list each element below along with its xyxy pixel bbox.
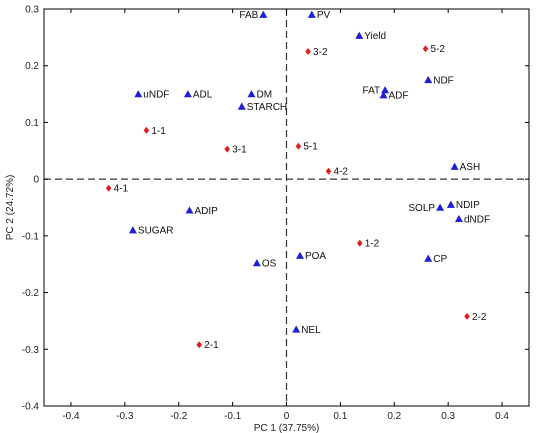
y-tick-label: 0.2	[25, 61, 39, 72]
triangle-marker	[307, 10, 316, 18]
point-label: uNDF	[143, 90, 169, 101]
reference-lines	[44, 9, 529, 406]
point-label: ADIP	[195, 206, 219, 217]
triangle-marker	[252, 259, 261, 267]
point-label: OS	[262, 259, 277, 270]
x-tick-label: -0.2	[170, 411, 188, 422]
point-label: Yield	[364, 31, 386, 42]
point-label: DM	[256, 90, 272, 101]
triangle-marker	[259, 10, 268, 18]
point-label: 1-1	[151, 126, 166, 137]
y-axis-title: PC 2 (24.72%)	[5, 175, 16, 241]
triangle-marker	[379, 91, 388, 99]
y-axis-ticks: 0.3 0.2 0.1 0 -0.1 -0.2 -0.3 -0.4	[22, 5, 529, 413]
point-label: 4-2	[334, 167, 349, 178]
triangle-marker	[446, 200, 455, 208]
diamond-marker	[305, 48, 311, 56]
triangle-marker	[436, 203, 445, 211]
point-label: NDF	[433, 75, 454, 86]
x-tick-label: 0	[284, 411, 290, 422]
x-tick-label: -0.3	[116, 411, 134, 422]
triangle-marker	[424, 75, 433, 84]
x-tick-label: 0.4	[495, 411, 509, 422]
point-label: CP	[433, 254, 447, 265]
triangle-marker	[381, 86, 390, 94]
point-label: 3-2	[313, 47, 328, 58]
x-tick-label: -0.4	[62, 411, 80, 422]
point-label: FAT	[363, 86, 381, 97]
y-tick-label: -0.4	[22, 402, 40, 413]
data-points	[105, 10, 470, 349]
point-label: SUGAR	[138, 226, 174, 237]
point-label: 2-1	[204, 340, 219, 351]
y-tick-label: 0.1	[25, 118, 39, 129]
triangle-marker	[183, 90, 192, 98]
point-label: SOLP	[408, 203, 435, 214]
x-tick-label: 0.1	[333, 411, 347, 422]
triangle-marker	[237, 102, 246, 110]
x-axis-ticks: -0.4 -0.3 -0.2 -0.1 0 0.1 0.2 0.3 0.4	[62, 9, 509, 422]
triangle-marker	[292, 325, 301, 333]
diamond-marker	[143, 126, 150, 134]
point-label: NDIP	[456, 200, 480, 211]
point-label: ADL	[193, 90, 213, 101]
point-label: ADF	[389, 91, 409, 102]
diamond-marker	[196, 341, 202, 349]
diamond-marker	[356, 239, 363, 247]
point-label: FAB	[239, 10, 258, 21]
diamond-marker	[224, 145, 231, 153]
triangle-marker	[295, 251, 304, 259]
point-label: 5-2	[431, 44, 446, 55]
diamond-marker	[295, 142, 302, 150]
triangle-marker	[355, 31, 364, 39]
x-tick-label: 0.2	[387, 411, 401, 422]
triangle-marker	[247, 90, 256, 98]
triangle-marker	[185, 206, 194, 214]
y-tick-label: -0.2	[22, 288, 40, 299]
point-label: dNDF	[464, 214, 490, 225]
point-label: NEL	[301, 325, 321, 336]
point-label: 4-1	[114, 184, 129, 195]
triangle-marker	[450, 162, 459, 170]
point-label: 5-1	[303, 142, 318, 153]
triangle-marker	[134, 90, 143, 98]
point-label: ASH	[460, 162, 481, 173]
point-label: STARCH	[247, 102, 287, 113]
diamond-marker	[422, 45, 429, 53]
triangle-marker	[454, 214, 463, 223]
x-tick-label: 0.3	[441, 411, 455, 422]
y-tick-label: -0.3	[22, 345, 40, 356]
diamond-marker	[464, 312, 470, 320]
diamond-marker	[105, 184, 112, 192]
triangle-marker	[424, 254, 433, 262]
diamond-marker	[325, 167, 332, 175]
point-label: 2-2	[472, 312, 487, 323]
y-tick-label: 0	[33, 175, 39, 186]
y-tick-label: 0.3	[25, 5, 39, 16]
point-label: 1-2	[365, 239, 380, 250]
point-label: 3-1	[232, 145, 247, 156]
point-label: POA	[305, 251, 326, 262]
point-label: PV	[317, 10, 331, 21]
x-tick-label: -0.1	[224, 411, 242, 422]
triangle-marker	[128, 226, 137, 234]
x-axis-title: PC 1 (37.75%)	[254, 423, 320, 433]
y-tick-label: -0.1	[22, 231, 40, 242]
